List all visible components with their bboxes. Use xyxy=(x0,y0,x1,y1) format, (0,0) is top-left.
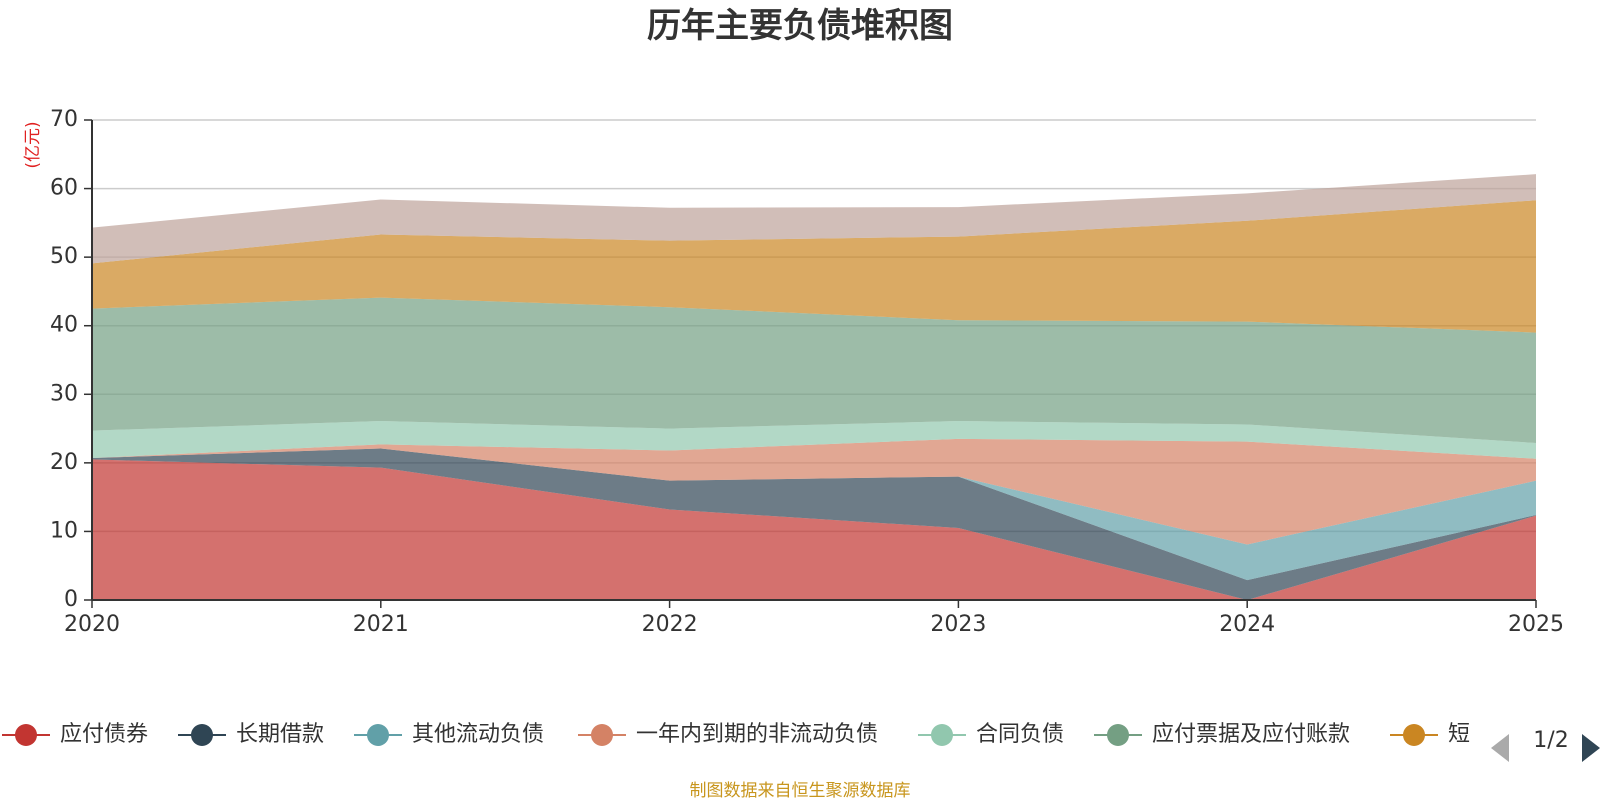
area-series-一年内到期的非流动负债[interactable] xyxy=(92,438,1536,545)
legend-marker-icon xyxy=(367,724,389,746)
y-tick-label: 50 xyxy=(50,244,78,269)
legend-item-短期借款[interactable]: 短 xyxy=(1390,722,1470,747)
y-tick-label: 20 xyxy=(50,450,78,475)
legend-label: 合同负债 xyxy=(976,722,1064,747)
x-tick-label: 2020 xyxy=(64,612,120,637)
x-tick-label: 2024 xyxy=(1219,612,1275,637)
area-series-应付债券[interactable] xyxy=(92,459,1536,600)
data-source-note: 制图数据来自恒生聚源数据库 xyxy=(690,781,911,800)
legend-marker-icon xyxy=(1107,724,1129,746)
legend-page-indicator: 1/2 xyxy=(1533,728,1568,753)
area-series-短期借款[interactable] xyxy=(92,200,1536,333)
area-series-应付票据及应付账款[interactable] xyxy=(92,297,1536,443)
legend-label: 应付票据及应付账款 xyxy=(1152,722,1350,747)
y-tick-label: 70 xyxy=(50,107,78,132)
y-axis-unit-label: (亿元) xyxy=(23,121,43,168)
area-series-长期借款[interactable] xyxy=(92,448,1536,600)
legend-item-应付债券[interactable]: 应付债券 xyxy=(2,722,148,747)
legend-next-page-icon[interactable] xyxy=(1582,734,1600,762)
y-tick-label: 40 xyxy=(50,313,78,338)
legend: 应付债券 长期借款 其他流动负债 一年内到期的非流动负债 合同负债 应付票据及应付账款 短 xyxy=(2,722,1470,747)
legend-label: 长期借款 xyxy=(236,722,324,747)
legend-pager: 1/2 xyxy=(1491,728,1600,762)
y-tick-label: 0 xyxy=(64,587,78,612)
legend-item-其他流动负债[interactable]: 其他流动负债 xyxy=(354,722,544,747)
area-series-layer xyxy=(92,174,1536,600)
area-series-其他[interactable] xyxy=(92,174,1536,264)
x-tick-label: 2025 xyxy=(1508,612,1564,637)
legend-marker-icon xyxy=(15,724,37,746)
legend-label: 其他流动负债 xyxy=(412,722,544,747)
legend-label: 一年内到期的非流动负债 xyxy=(636,722,878,747)
area-series-其他流动负债[interactable] xyxy=(92,448,1536,581)
legend-marker-icon xyxy=(1403,724,1425,746)
legend-item-合同负债[interactable]: 合同负债 xyxy=(918,722,1064,747)
legend-marker-icon xyxy=(191,724,213,746)
legend-label: 应付债券 xyxy=(60,722,148,747)
y-tick-label: 60 xyxy=(50,176,78,201)
x-tick-label: 2023 xyxy=(930,612,986,637)
legend-label: 短 xyxy=(1448,722,1470,747)
legend-marker-icon xyxy=(591,724,613,746)
legend-item-长期借款[interactable]: 长期借款 xyxy=(178,722,324,747)
legend-item-一年内到期的非流动负债[interactable]: 一年内到期的非流动负债 xyxy=(578,722,878,747)
legend-item-应付票据及应付账款[interactable]: 应付票据及应付账款 xyxy=(1094,722,1350,747)
legend-marker-icon xyxy=(931,724,953,746)
area-series-合同负债[interactable] xyxy=(92,421,1536,459)
x-tick-label: 2022 xyxy=(642,612,698,637)
axes: 0 10 20 30 40 50 60 70 2020 2021 2022 2023 2024 2025 xyxy=(50,107,1564,637)
chart-title: 历年主要负债堆积图 xyxy=(647,6,953,46)
x-tick-label: 2021 xyxy=(353,612,409,637)
legend-prev-page-icon[interactable] xyxy=(1491,734,1509,762)
y-tick-label: 10 xyxy=(50,518,78,543)
y-tick-label: 30 xyxy=(50,381,78,406)
